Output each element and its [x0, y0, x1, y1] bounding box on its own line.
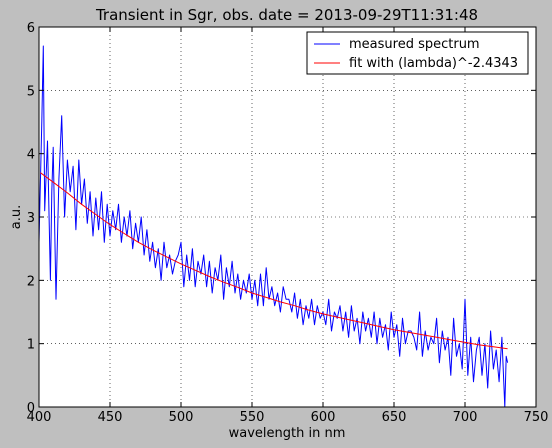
x-axis-label: wavelength in nm [229, 426, 346, 441]
x-tick-label: 400 [27, 410, 52, 425]
series-layer [38, 45, 509, 408]
legend-label-measured: measured spectrum [349, 37, 480, 52]
legend: measured spectrum fit with (lambda)^-2.4… [306, 31, 529, 75]
x-tick-label: 500 [169, 410, 194, 425]
y-tick-label: 3 [27, 211, 35, 226]
y-tick-label: 4 [27, 148, 35, 163]
x-tick-label: 700 [453, 410, 478, 425]
plot-frame [38, 26, 537, 408]
x-tick-label: 600 [311, 410, 336, 425]
y-tick-label: 2 [27, 274, 35, 289]
legend-label-fit: fit with (lambda)^-2.4343 [349, 56, 518, 71]
tick-labels: 400 450 500 550 600 650 700 750 0 1 2 3 4 5 6 [27, 21, 549, 425]
measured-spectrum-line [38, 45, 509, 408]
fit-curve-line [40, 172, 508, 350]
x-tick-label: 750 [524, 410, 549, 425]
y-tick-label: 0 [27, 401, 35, 416]
x-tick-label: 450 [98, 410, 123, 425]
chart-title: Transient in Sgr, obs. date = 2013-09-29… [95, 6, 478, 24]
y-axis-label: a.u. [9, 205, 24, 229]
x-tick-label: 650 [382, 410, 407, 425]
y-tick-label: 6 [27, 21, 35, 36]
legend-box [306, 31, 529, 75]
y-tick-label: 1 [27, 338, 35, 353]
x-tick-label: 550 [240, 410, 265, 425]
grid-lines [39, 27, 536, 407]
y-tick-label: 5 [27, 84, 35, 99]
